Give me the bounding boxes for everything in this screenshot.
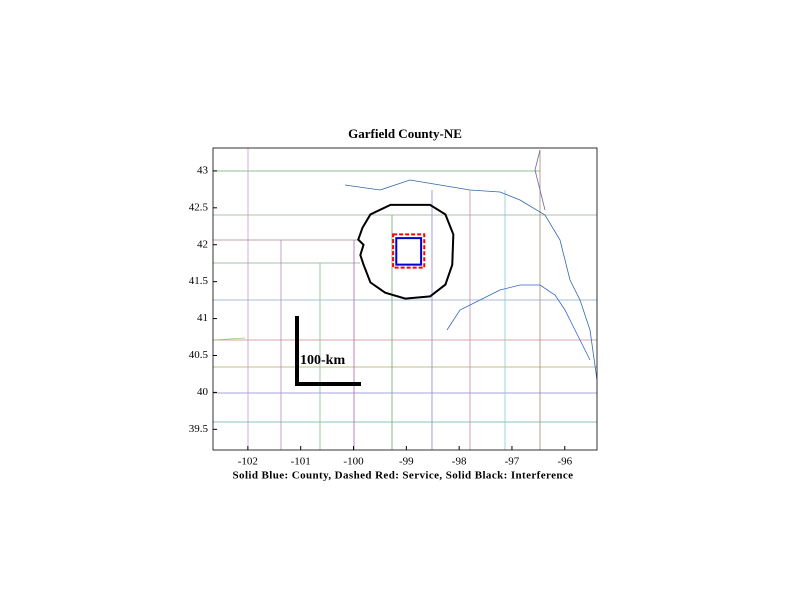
x-tick-label: -99 <box>399 456 414 468</box>
y-tick-label: 39.5 <box>189 423 209 435</box>
y-tick-label: 41 <box>197 312 208 324</box>
scale-label: 100-km <box>300 353 345 368</box>
contour <box>357 203 455 300</box>
x-axis-label: Solid Blue: County, Dashed Red: Service,… <box>233 470 574 482</box>
x-tick-label: -98 <box>452 456 467 468</box>
y-tick-label: 40.5 <box>189 349 209 361</box>
contour <box>395 237 423 266</box>
x-tick-label: -100 <box>343 456 364 468</box>
x-tick-label: -102 <box>238 456 258 468</box>
y-tick-label: 42 <box>197 238 208 250</box>
y-tick-label: 43 <box>197 164 209 176</box>
y-tick-label: 41.5 <box>189 275 209 287</box>
plot-frame <box>212 147 598 451</box>
contour <box>392 233 426 269</box>
county-lines <box>213 148 597 450</box>
y-tick-label: 40 <box>197 386 209 398</box>
y-tick-label: 42.5 <box>189 201 209 213</box>
chart-title: Garfield County-NE <box>348 126 462 141</box>
x-tick-label: -97 <box>505 456 520 468</box>
x-tick-label: -96 <box>557 456 572 468</box>
x-tick-label: -101 <box>291 456 311 468</box>
